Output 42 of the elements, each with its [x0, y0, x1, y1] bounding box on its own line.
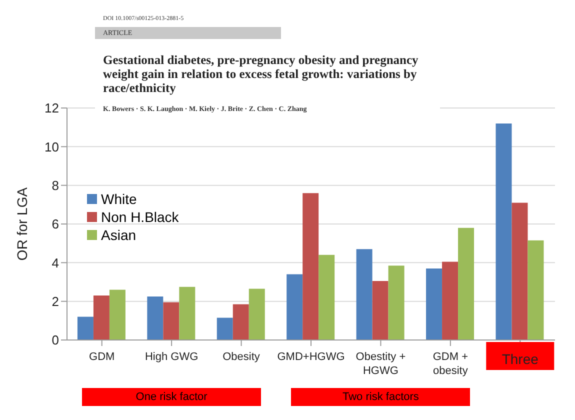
y-tick-label: 12 — [44, 100, 59, 116]
x-tick-label: High GWG — [144, 351, 198, 363]
bar — [458, 228, 474, 340]
bar — [318, 254, 335, 340]
chart-title: Gestational diabetes, pre-pregnancy obesity and pregnancy weight gain in relation to excess fetal growth: variations by race/ethnicity — [103, 53, 420, 95]
bar — [302, 193, 319, 340]
y-axis-title: OR for LGA — [14, 186, 30, 261]
bar — [77, 316, 94, 340]
bar — [286, 274, 303, 340]
bar — [232, 304, 249, 340]
bar — [528, 240, 544, 340]
y-tick-label: 8 — [52, 178, 59, 193]
x-tick-label: GDM — [89, 351, 115, 363]
y-tick-label: 4 — [52, 255, 59, 270]
text: Two risk factors — [291, 388, 470, 406]
bar — [388, 266, 404, 340]
x-tick-label: GMD+HGWG — [277, 351, 345, 363]
bar — [426, 268, 442, 340]
bar — [163, 302, 180, 340]
bar — [356, 249, 372, 340]
bar — [216, 318, 233, 340]
bar — [372, 281, 388, 340]
x-tick-label: Three — [502, 351, 539, 367]
bar — [496, 123, 512, 340]
bar — [442, 262, 458, 340]
y-tick-label: 2 — [52, 294, 59, 309]
bar — [248, 288, 265, 340]
bar — [93, 296, 110, 340]
bar — [512, 202, 528, 340]
bar — [179, 286, 196, 340]
bar — [147, 296, 164, 340]
y-tick-label: 0 — [52, 332, 59, 348]
legend-label: Non H.Black — [101, 208, 179, 226]
x-tick-label: Obesity — [222, 351, 260, 363]
x-tick-label: Obestity + HGWG — [356, 351, 406, 377]
bar — [109, 290, 126, 340]
y-tick-label: 6 — [52, 216, 59, 232]
legend-label: Asian — [101, 226, 136, 244]
y-tick-label: 10 — [44, 139, 59, 154]
text: One risk factor — [82, 388, 262, 406]
x-tick-label: GDM + obesity — [432, 351, 468, 377]
legend-label: White — [101, 190, 137, 208]
